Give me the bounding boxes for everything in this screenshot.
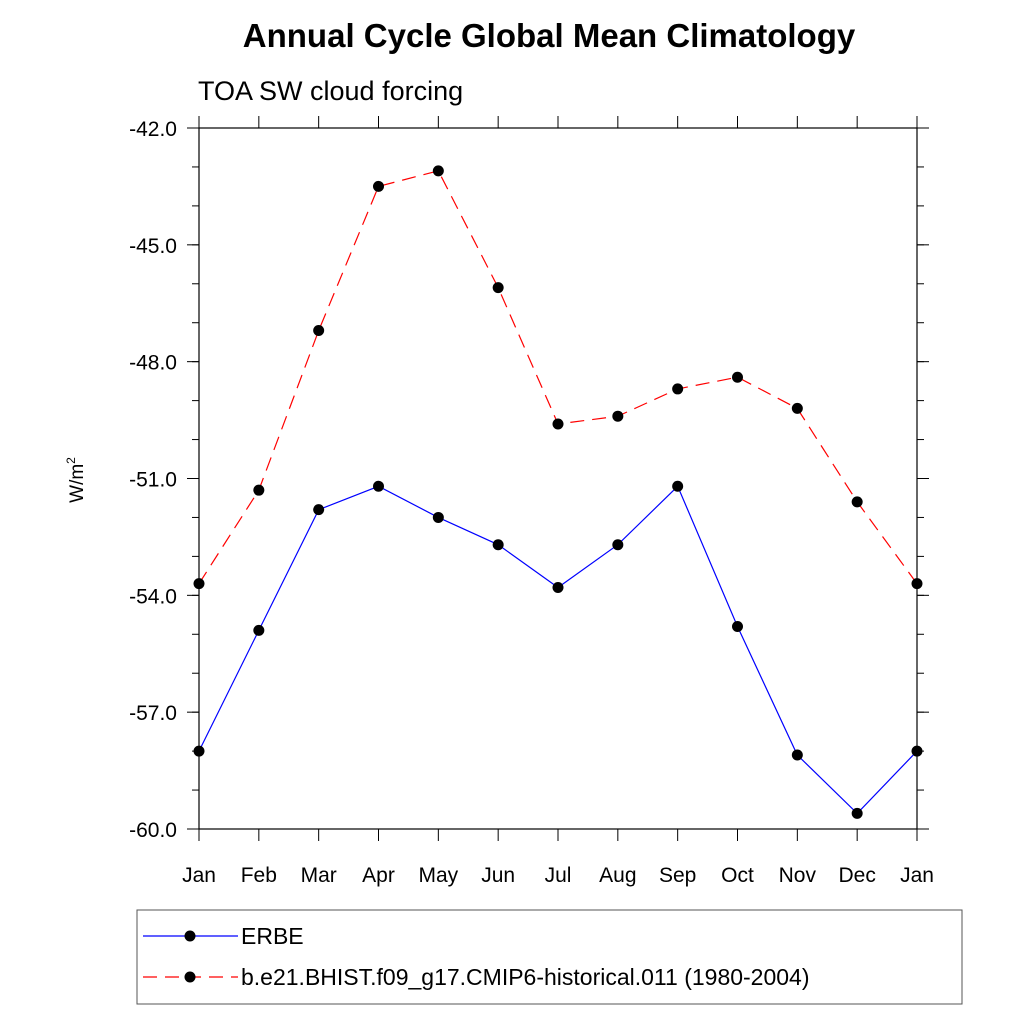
data-point-1-9 — [732, 371, 743, 383]
y-tick-label: -42.0 — [129, 118, 177, 141]
legend: ERBE b.e21.BHIST.f09_g17.CMIP6-historica… — [136, 909, 963, 1005]
y-tick-label: -45.0 — [129, 235, 177, 258]
x-tick-label: Oct — [721, 864, 754, 887]
data-point-0-2 — [313, 504, 325, 516]
chart-subtitle: TOA SW cloud forcing — [198, 76, 463, 106]
data-point-1-1 — [253, 484, 265, 496]
legend-label-model: b.e21.BHIST.f09_g17.CMIP6-historical.011… — [241, 964, 810, 990]
data-point-1-6 — [552, 418, 564, 430]
x-tick-label: Mar — [301, 864, 337, 887]
x-tick-label: Jan — [182, 864, 216, 887]
data-point-1-7 — [612, 410, 624, 422]
legend-marker-erbe — [184, 930, 196, 942]
data-point-1-3 — [373, 180, 384, 192]
legend-box — [136, 909, 963, 1005]
data-point-1-5 — [492, 282, 504, 294]
data-point-0-7 — [612, 539, 624, 551]
data-point-1-10 — [791, 402, 803, 414]
y-tick-label: -54.0 — [129, 585, 177, 608]
y-tick-label: -60.0 — [129, 819, 177, 842]
data-point-1-12 — [911, 578, 923, 590]
y-axis-title: W/m2 — [64, 457, 88, 503]
x-tick-label: Jul — [545, 864, 572, 887]
data-point-0-5 — [492, 539, 504, 551]
x-tick-label: Sep — [659, 864, 696, 887]
y-tick-label: -48.0 — [129, 352, 177, 375]
x-tick-label: Aug — [599, 864, 636, 887]
data-point-0-8 — [672, 480, 684, 492]
x-tick-label: Jan — [900, 864, 934, 887]
data-point-0-3 — [373, 480, 384, 492]
axis-ticks — [187, 116, 929, 841]
legend-label-erbe: ERBE — [241, 923, 304, 949]
data-point-0-12 — [911, 745, 923, 757]
y-tick-labels: -42.0 -45.0 -48.0 -51.0 -54.0 -57.0 -60.0 — [129, 118, 177, 842]
y-tick-label: -51.0 — [129, 469, 177, 492]
data-point-0-10 — [791, 749, 803, 761]
data-point-0-9 — [732, 620, 743, 632]
chart-title: Annual Cycle Global Mean Climatology — [243, 17, 856, 54]
data-point-1-4 — [432, 165, 444, 177]
data-point-0-4 — [432, 511, 444, 523]
series-line-0 — [198, 485, 918, 815]
data-point-0-11 — [851, 807, 863, 819]
x-tick-label: Dec — [838, 864, 875, 887]
plot-frame — [198, 127, 918, 830]
x-tick-label: May — [418, 864, 458, 887]
x-tick-label: Feb — [241, 864, 277, 887]
data-point-0-1 — [253, 624, 265, 636]
series-line-1 — [198, 170, 918, 585]
data-point-1-8 — [672, 383, 684, 395]
x-tick-label: Apr — [362, 864, 395, 887]
data-point-1-0 — [193, 578, 205, 590]
data-point-1-2 — [313, 325, 325, 337]
x-tick-labels: Jan Feb Mar Apr May Jun Jul Aug Sep Oct Nov Dec Jan — [182, 864, 934, 887]
data-point-0-0 — [193, 745, 205, 757]
x-tick-label: Jun — [481, 864, 515, 887]
x-tick-label: Nov — [779, 864, 817, 887]
data-point-0-6 — [552, 582, 564, 594]
legend-marker-model — [184, 971, 196, 983]
y-tick-label: -57.0 — [129, 702, 177, 725]
series-layer — [193, 165, 923, 819]
data-point-1-11 — [851, 496, 863, 508]
